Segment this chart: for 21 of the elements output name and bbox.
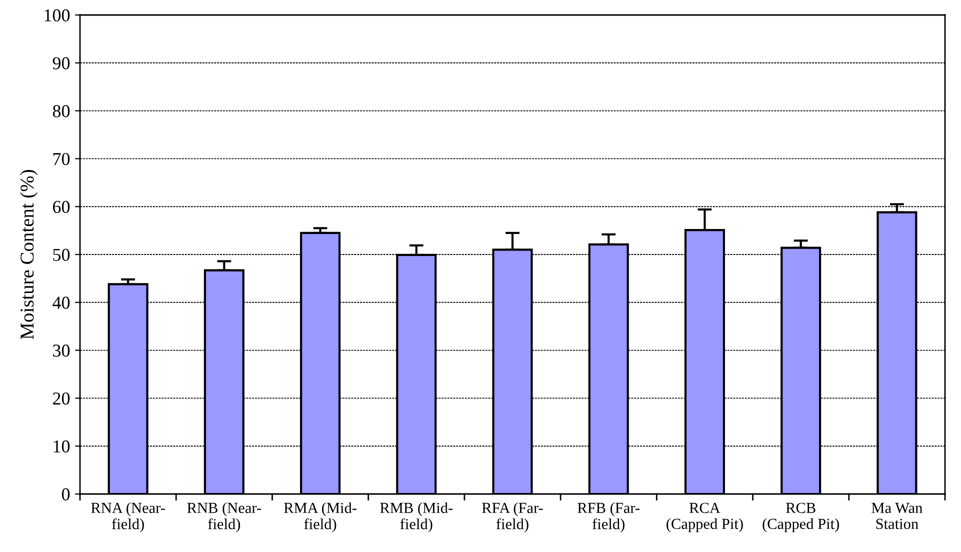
x-tick-label: Ma Wan Station bbox=[872, 502, 922, 530]
x-tick-label: RCB (Capped Pit) bbox=[762, 502, 839, 532]
x-tick-label: RNA (Near- field) bbox=[91, 502, 165, 532]
y-tick-label: 60 bbox=[53, 200, 70, 214]
y-tick-label: 50 bbox=[53, 248, 70, 261]
y-tick-label: 30 bbox=[53, 344, 70, 357]
y-tick-label: 0 bbox=[62, 488, 70, 500]
y-tick-label: 20 bbox=[53, 392, 70, 405]
y-tick-label: 70 bbox=[53, 152, 70, 166]
x-tick-label: RMB (Mid- field) bbox=[380, 502, 453, 532]
y-tick-label: 40 bbox=[52, 296, 70, 309]
y-tick-label: 100 bbox=[44, 9, 70, 22]
x-tick-label: RNB (Near- field) bbox=[187, 502, 262, 532]
x-tick-label: RFB (Far- field) bbox=[578, 502, 640, 532]
x-tick-label: RMA (Mid- field) bbox=[284, 502, 356, 532]
y-tick-label: 10 bbox=[54, 440, 70, 453]
y-tick-label: 90 bbox=[52, 57, 70, 70]
x-tick-label: RFA (Far- field) bbox=[482, 502, 543, 532]
y-tick-label: 80 bbox=[52, 105, 70, 118]
x-tick-label: RCA (Capped Pit) bbox=[666, 502, 743, 532]
y-axis-title: Moisture Content (%) bbox=[20, 170, 38, 340]
